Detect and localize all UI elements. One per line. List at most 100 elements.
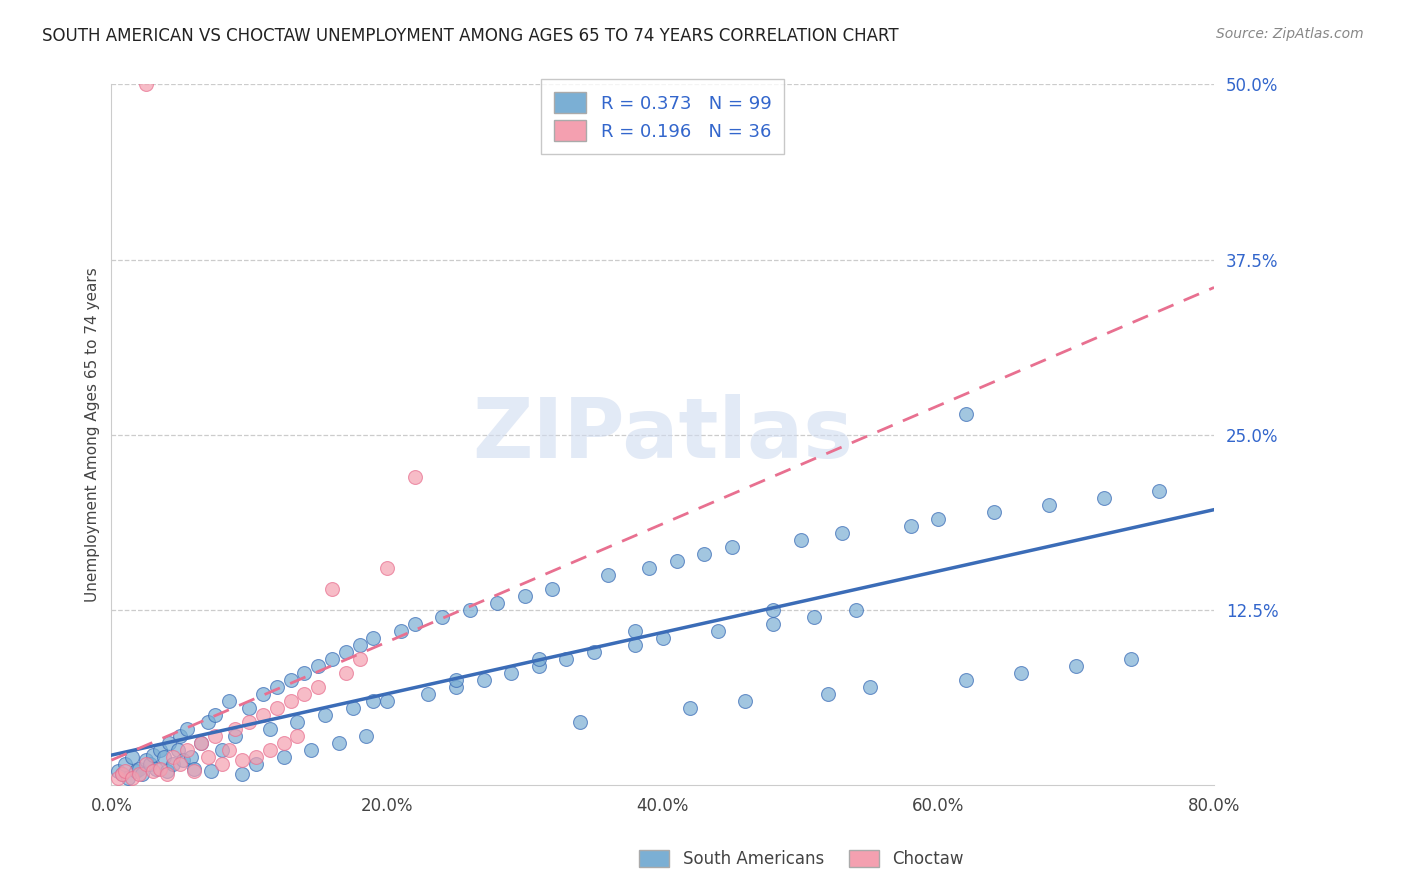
Point (266, 701, 288, 715)
Point (142, 747, 165, 762)
Point (114, 764, 136, 779)
Point (190, 736, 212, 750)
Point (107, 772, 129, 786)
Point (125, 764, 148, 779)
Point (527, 652, 550, 666)
Point (111, 767, 134, 781)
Point (128, 762, 150, 776)
Point (404, 617, 426, 632)
Point (287, 730, 309, 744)
Point (169, 757, 191, 772)
Point (375, 561, 398, 575)
Point (204, 708, 226, 723)
Point (183, 762, 205, 776)
Point (983, 505, 1005, 519)
Point (131, 767, 153, 781)
Point (197, 715, 219, 730)
Point (299, 743, 322, 757)
Point (349, 638, 371, 652)
Point (245, 757, 267, 772)
Point (166, 743, 188, 757)
Point (513, 589, 536, 603)
Point (169, 730, 191, 744)
Point (432, 610, 454, 624)
Point (292, 666, 315, 681)
Point (762, 603, 785, 617)
Point (444, 673, 467, 688)
Point (845, 603, 868, 617)
Point (114, 757, 136, 772)
Point (900, 519, 922, 533)
Point (211, 757, 233, 772)
Point (204, 730, 226, 744)
Point (280, 694, 302, 708)
Point (287, 715, 309, 730)
Point (190, 736, 212, 750)
Point (238, 715, 260, 730)
Point (121, 772, 143, 786)
Point (176, 723, 198, 737)
Point (128, 767, 150, 781)
Point (280, 673, 302, 688)
Point (224, 730, 246, 744)
Point (307, 681, 329, 695)
Point (155, 767, 177, 781)
Point (218, 743, 240, 757)
Point (624, 624, 647, 639)
Point (183, 764, 205, 779)
Point (596, 568, 619, 582)
Legend: R = 0.373   N = 99, R = 0.196   N = 36: R = 0.373 N = 99, R = 0.196 N = 36 (541, 79, 785, 153)
Point (152, 750, 174, 764)
Point (135, 757, 157, 772)
Point (555, 652, 578, 666)
Point (349, 652, 371, 666)
Point (1121, 652, 1143, 666)
Point (458, 603, 481, 617)
Legend: South Americans, Choctaw: South Americans, Choctaw (633, 843, 970, 875)
Point (307, 659, 329, 673)
Point (266, 681, 288, 695)
Point (693, 547, 716, 561)
Point (162, 750, 184, 764)
Point (231, 753, 253, 767)
Point (252, 708, 274, 723)
Point (817, 687, 839, 701)
Point (224, 723, 246, 737)
Point (679, 701, 702, 715)
Point (342, 701, 364, 715)
Point (1010, 666, 1032, 681)
Point (501, 666, 523, 681)
Point (582, 645, 605, 659)
Point (472, 673, 495, 688)
Point (321, 582, 343, 597)
Point (197, 750, 219, 764)
Point (1147, 483, 1170, 498)
Point (142, 764, 165, 779)
Text: Source: ZipAtlas.com: Source: ZipAtlas.com (1216, 27, 1364, 41)
Point (245, 750, 267, 764)
Text: SOUTH AMERICAN VS CHOCTAW UNEMPLOYMENT AMONG AGES 65 TO 74 YEARS CORRELATION CHA: SOUTH AMERICAN VS CHOCTAW UNEMPLOYMENT A… (42, 27, 898, 45)
Text: ZIPatlas: ZIPatlas (472, 394, 853, 475)
Point (211, 743, 233, 757)
Point (107, 764, 129, 779)
Point (831, 526, 853, 541)
Point (162, 757, 184, 772)
Point (335, 666, 357, 681)
Point (363, 694, 385, 708)
Point (135, 78, 157, 92)
Point (172, 753, 194, 767)
Point (259, 723, 281, 737)
Point (527, 659, 550, 673)
Point (541, 582, 564, 597)
Point (624, 638, 647, 652)
Point (1092, 491, 1115, 505)
Point (734, 694, 756, 708)
Point (1038, 498, 1060, 512)
Point (486, 596, 509, 610)
Point (200, 764, 222, 779)
Point (356, 730, 378, 744)
Y-axis label: Unemployment Among Ages 65 to 74 years: Unemployment Among Ages 65 to 74 years (86, 268, 100, 602)
Point (176, 743, 198, 757)
Point (665, 554, 688, 568)
Point (238, 701, 260, 715)
